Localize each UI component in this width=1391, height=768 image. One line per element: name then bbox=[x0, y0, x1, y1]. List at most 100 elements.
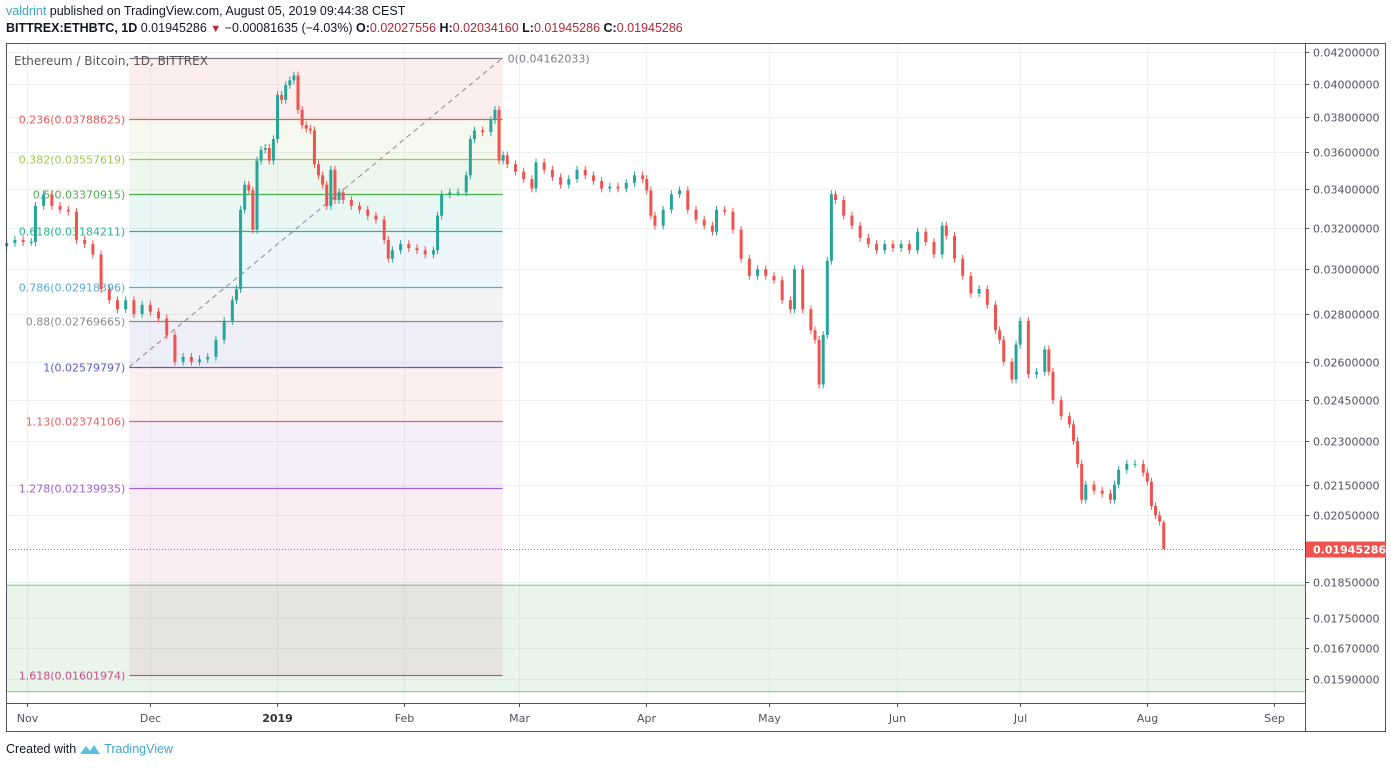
candle bbox=[317, 160, 321, 180]
symbol-label: BITTREX:ETHBTC, 1D bbox=[6, 21, 138, 35]
candle bbox=[801, 265, 805, 314]
candle-body bbox=[247, 184, 251, 191]
candle-body bbox=[124, 300, 128, 310]
candle bbox=[702, 215, 706, 230]
tradingview-link[interactable]: TradingView bbox=[104, 742, 173, 756]
candle bbox=[448, 188, 452, 199]
candle-body bbox=[715, 209, 719, 232]
candle bbox=[883, 240, 887, 255]
candle bbox=[91, 240, 95, 259]
candle-body bbox=[1002, 339, 1006, 362]
candle-body bbox=[542, 162, 546, 170]
candle bbox=[834, 190, 838, 204]
candle bbox=[616, 182, 620, 193]
candle-body bbox=[181, 356, 185, 362]
candle-body bbox=[1051, 371, 1055, 401]
candle-body bbox=[969, 275, 973, 294]
candle-body bbox=[858, 225, 862, 238]
low-value: 0.01945286 bbox=[533, 21, 601, 35]
candle bbox=[386, 236, 390, 263]
candle-body bbox=[115, 300, 119, 310]
candle bbox=[296, 71, 300, 114]
candle bbox=[944, 221, 948, 240]
candle-body bbox=[907, 244, 911, 251]
candle bbox=[259, 145, 263, 165]
candle bbox=[1067, 412, 1071, 429]
candle-body bbox=[842, 200, 846, 216]
candle bbox=[255, 156, 259, 234]
candle bbox=[456, 188, 460, 197]
candle bbox=[723, 205, 727, 216]
candle bbox=[1051, 367, 1055, 405]
fib-band bbox=[129, 487, 503, 675]
candle-body bbox=[321, 175, 325, 185]
candle bbox=[1018, 317, 1022, 349]
candle bbox=[382, 215, 386, 244]
candle bbox=[624, 178, 628, 193]
candle-body bbox=[99, 254, 103, 290]
candle bbox=[825, 256, 829, 339]
candle-body bbox=[891, 244, 895, 249]
price-tick-label: 0.01590000 bbox=[1313, 674, 1379, 687]
candle-body bbox=[1149, 481, 1153, 506]
candle bbox=[1149, 477, 1153, 510]
candle-body bbox=[1125, 463, 1129, 470]
candle-body bbox=[1047, 349, 1051, 372]
candle-body bbox=[1035, 371, 1039, 375]
price-tick-label: 0.02800000 bbox=[1313, 309, 1379, 322]
candle-body bbox=[497, 109, 501, 161]
candle-body bbox=[952, 235, 956, 259]
candle-body bbox=[263, 148, 267, 150]
candle-body bbox=[669, 194, 673, 210]
open-value: 0.02027556 bbox=[369, 21, 436, 35]
candle-body bbox=[1141, 463, 1145, 473]
candle bbox=[1162, 520, 1166, 550]
candle bbox=[58, 201, 62, 214]
price-tick-label: 0.02050000 bbox=[1313, 510, 1379, 523]
fibonacci-retracement[interactable]: 0(0.04162033) 0.236(0.03788625) 0.382(0.03… bbox=[19, 53, 590, 683]
price-tick-label: 0.03000000 bbox=[1313, 264, 1379, 277]
candle-body bbox=[977, 289, 981, 294]
candle bbox=[985, 285, 989, 309]
candle-body bbox=[140, 304, 144, 314]
candle bbox=[1047, 345, 1051, 376]
last-price-badge-label: 0.01945286 bbox=[1313, 544, 1386, 557]
candle bbox=[173, 331, 177, 366]
candle bbox=[694, 205, 698, 224]
candle bbox=[292, 71, 296, 85]
support-zone[interactable] bbox=[6, 584, 1305, 693]
candle bbox=[858, 221, 862, 242]
candle-body bbox=[739, 229, 743, 259]
candle-body bbox=[550, 169, 554, 178]
candle bbox=[140, 300, 144, 318]
candle-body bbox=[468, 139, 472, 176]
price-tick-label: 0.03800000 bbox=[1313, 112, 1379, 125]
candle-body bbox=[255, 160, 259, 230]
candle bbox=[829, 190, 833, 265]
close-value: 0.01945286 bbox=[616, 21, 683, 35]
candle bbox=[747, 254, 751, 280]
candle bbox=[304, 121, 308, 133]
candle bbox=[349, 196, 353, 210]
candle bbox=[399, 240, 403, 255]
price-axis[interactable]: 0.04200000 0.04000000 0.03800000 0.03600000… bbox=[1305, 47, 1386, 687]
candle-body bbox=[772, 275, 776, 281]
candle bbox=[1141, 460, 1145, 477]
candle bbox=[686, 186, 690, 214]
fib-level-label: 0.618(0.03184211) bbox=[19, 226, 126, 239]
candle bbox=[1043, 345, 1047, 376]
candle bbox=[206, 352, 210, 364]
candle bbox=[1084, 480, 1088, 504]
fib-band bbox=[129, 366, 503, 421]
time-axis[interactable]: Nov Dec 2019 Feb Mar Apr May Jun Jul Aug Sep bbox=[17, 703, 1285, 725]
author-link[interactable]: valdrint bbox=[6, 4, 47, 18]
fib-level-label: 0(0.04162033) bbox=[508, 53, 590, 66]
candle-body bbox=[866, 237, 870, 245]
candle bbox=[600, 177, 604, 193]
candle bbox=[501, 151, 505, 165]
candle bbox=[243, 180, 247, 214]
fib-level-label: 0.236(0.03788625) bbox=[19, 114, 126, 127]
candle bbox=[66, 205, 70, 216]
publish-info: valdrint published on TradingView.com, A… bbox=[6, 4, 405, 18]
